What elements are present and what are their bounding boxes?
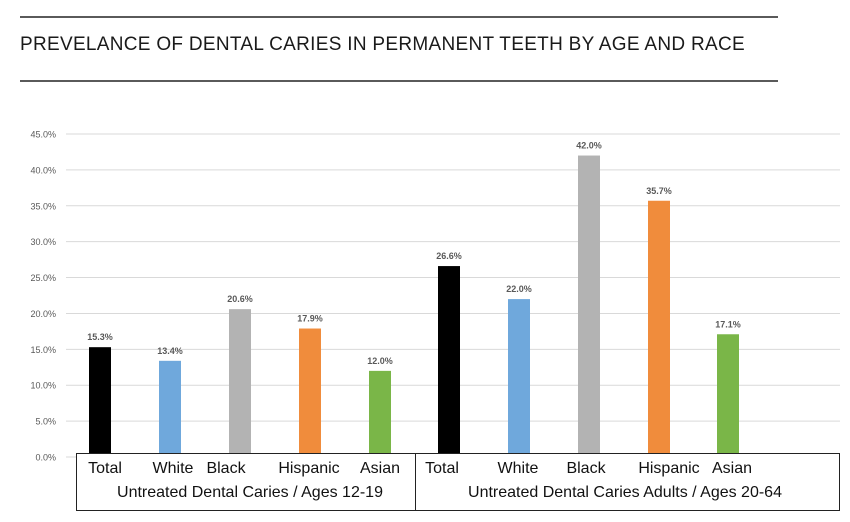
x-category-label: Hispanic bbox=[278, 460, 340, 477]
y-tick-label: 35.0% bbox=[30, 201, 56, 211]
bar-black bbox=[578, 155, 600, 458]
bar-total bbox=[89, 347, 111, 457]
data-label: 17.1% bbox=[715, 319, 741, 329]
x-category-label: Asian bbox=[711, 460, 753, 477]
bar-white bbox=[508, 299, 530, 457]
y-tick-label: 0.0% bbox=[35, 453, 56, 463]
x-group-label: Untreated Dental Caries / Ages 12-19 bbox=[117, 484, 383, 501]
bar-asian bbox=[717, 334, 739, 457]
data-label: 15.3% bbox=[87, 332, 113, 342]
y-tick-label: 45.0% bbox=[30, 130, 56, 140]
y-tick-label: 30.0% bbox=[30, 237, 56, 247]
category-box-right bbox=[415, 453, 840, 511]
x-category-label: White bbox=[152, 460, 194, 477]
x-category-label: Total bbox=[88, 460, 122, 477]
y-tick-label: 40.0% bbox=[30, 165, 56, 175]
y-tick-label: 20.0% bbox=[30, 309, 56, 319]
category-box-left bbox=[76, 453, 416, 511]
bar-white bbox=[159, 360, 181, 457]
data-label: 12.0% bbox=[367, 356, 393, 366]
x-category-label: Asian bbox=[359, 460, 401, 477]
y-tick-label: 10.0% bbox=[30, 381, 56, 391]
x-group-label: Untreated Dental Caries Adults / Ages 20… bbox=[468, 484, 782, 501]
x-category-label: White bbox=[497, 460, 539, 477]
bar-total bbox=[438, 266, 460, 457]
x-category-label: Total bbox=[425, 460, 459, 477]
x-category-label: Black bbox=[206, 460, 246, 477]
bar-hispanic bbox=[299, 328, 321, 457]
data-label: 42.0% bbox=[576, 141, 602, 151]
y-tick-label: 25.0% bbox=[30, 273, 56, 283]
data-label: 26.6% bbox=[436, 251, 462, 261]
data-label: 20.6% bbox=[227, 294, 253, 304]
title-bottom-rule bbox=[20, 80, 778, 82]
bar-hispanic bbox=[648, 200, 670, 457]
data-label: 35.7% bbox=[646, 186, 672, 196]
x-category-label: Hispanic bbox=[638, 460, 700, 477]
y-tick-label: 15.0% bbox=[30, 345, 56, 355]
data-label: 22.0% bbox=[506, 284, 532, 294]
chart-title: PREVELANCE OF DENTAL CARIES IN PERMANENT… bbox=[20, 34, 745, 55]
top-rule bbox=[20, 16, 778, 18]
data-label: 13.4% bbox=[157, 346, 183, 356]
data-label: 17.9% bbox=[297, 314, 323, 324]
bar-black bbox=[229, 309, 251, 457]
x-category-label: Black bbox=[566, 460, 606, 477]
y-tick-label: 5.0% bbox=[35, 417, 56, 427]
bar-asian bbox=[369, 370, 391, 457]
